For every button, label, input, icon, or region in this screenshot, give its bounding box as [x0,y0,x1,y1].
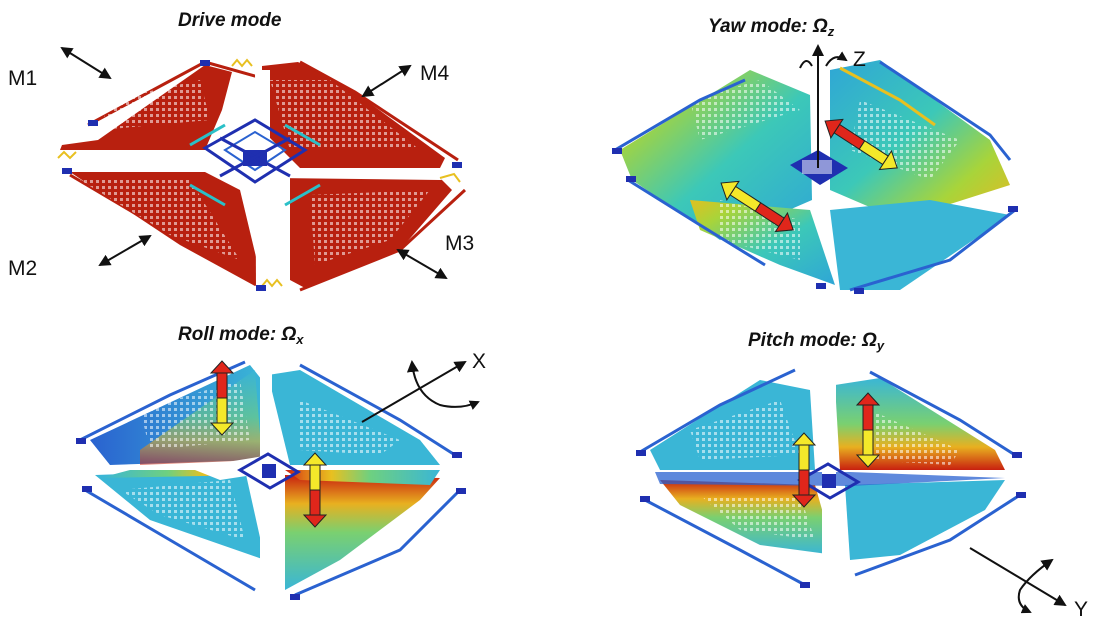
m1-motion-arrow [60,46,112,80]
label-m4: M4 [420,62,449,85]
roll-mode-panel: Roll mode: Ωx [76,324,486,600]
x-rotation-arrow [406,360,480,410]
pitch-frames [639,368,1021,587]
m3-motion-arrow [396,248,448,280]
z-axis-label: Z [853,48,866,71]
drive-center-structure [189,118,321,207]
label-m3: M3 [445,232,474,255]
drive-mode-title: Drive mode [178,10,282,31]
m2-motion-arrow [98,234,152,267]
roll-mass-right-bottom [285,475,440,590]
roll-mode-title: Roll mode: Ωx [178,324,304,347]
pitch-center [797,462,861,500]
pitch-motion-arrows [791,392,881,508]
drive-mode-panel: Drive mode [8,10,474,292]
y-rotation-arrow [1017,558,1054,614]
m4-motion-arrow [361,64,412,98]
roll-center [237,452,301,490]
yaw-motion-arrows [720,118,898,233]
roll-motion-arrows [209,360,328,528]
pitch-mass-right-bottom [845,480,1005,560]
pitch-mode-title: Pitch mode: Ωy [748,330,885,353]
yaw-mass-bottom-right [830,200,1010,290]
label-m2: M2 [8,257,37,280]
drive-anchors [62,60,462,291]
label-m1: M1 [8,67,37,90]
x-axis-label: X [472,350,486,373]
yaw-frames [614,60,1016,292]
yaw-mode-panel: Yaw mode: Ωz [612,16,1018,294]
y-axis-label: Y [1074,598,1088,621]
yaw-mode-title: Yaw mode: Ωz [708,16,835,39]
roll-frames [79,360,462,597]
pitch-mode-panel: Pitch mode: Ωy [636,330,1088,621]
z-rotation-arrow [799,57,846,68]
y-axis-arrow [969,547,1067,607]
